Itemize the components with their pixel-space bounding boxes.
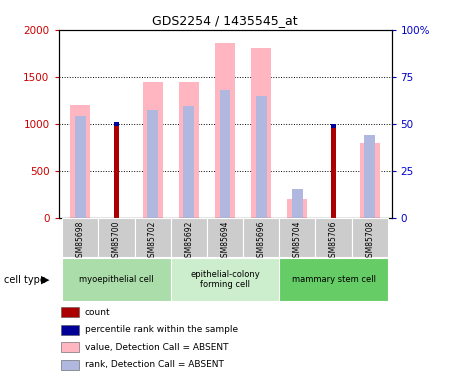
Bar xyxy=(70,105,90,218)
Bar xyxy=(183,106,194,218)
Bar xyxy=(143,82,162,218)
Bar xyxy=(114,122,119,126)
Text: GSM85706: GSM85706 xyxy=(329,220,338,262)
Bar xyxy=(288,199,307,217)
Text: value, Detection Call = ABSENT: value, Detection Call = ABSENT xyxy=(85,343,228,352)
Bar xyxy=(179,82,199,218)
Text: cell type: cell type xyxy=(4,275,46,285)
Bar xyxy=(114,123,119,218)
Bar xyxy=(171,217,207,257)
Text: ▶: ▶ xyxy=(41,275,49,285)
Bar xyxy=(251,48,271,217)
Bar xyxy=(279,217,315,257)
Text: GSM85704: GSM85704 xyxy=(293,220,302,262)
Bar xyxy=(135,217,171,257)
Text: count: count xyxy=(85,308,110,317)
Text: GSM85692: GSM85692 xyxy=(184,220,194,262)
Bar xyxy=(360,144,380,218)
Bar xyxy=(292,189,303,217)
Bar xyxy=(147,110,158,218)
Title: GDS2254 / 1435545_at: GDS2254 / 1435545_at xyxy=(152,15,298,27)
Bar xyxy=(256,96,267,218)
Text: GSM85702: GSM85702 xyxy=(148,220,157,262)
Text: rank, Detection Call = ABSENT: rank, Detection Call = ABSENT xyxy=(85,360,224,369)
Bar xyxy=(352,217,388,257)
Bar xyxy=(331,128,336,218)
Text: epithelial-colony
forming cell: epithelial-colony forming cell xyxy=(190,270,260,289)
Bar xyxy=(215,43,235,218)
Bar xyxy=(62,258,171,301)
Bar xyxy=(331,124,336,128)
Text: GSM85700: GSM85700 xyxy=(112,220,121,262)
Bar xyxy=(61,360,79,370)
Text: GSM85698: GSM85698 xyxy=(76,220,85,262)
Bar xyxy=(243,217,279,257)
Bar xyxy=(75,116,86,218)
Bar xyxy=(315,217,352,257)
Bar xyxy=(61,308,79,317)
Bar xyxy=(364,135,375,218)
Bar xyxy=(171,258,279,301)
Text: GSM85708: GSM85708 xyxy=(365,220,374,262)
Text: GSM85694: GSM85694 xyxy=(220,220,230,262)
Bar xyxy=(207,217,243,257)
Bar xyxy=(279,258,388,301)
Bar xyxy=(62,217,98,257)
Bar xyxy=(220,90,230,218)
Text: mammary stem cell: mammary stem cell xyxy=(292,275,376,284)
Bar xyxy=(61,325,79,335)
Text: myoepithelial cell: myoepithelial cell xyxy=(79,275,154,284)
Text: percentile rank within the sample: percentile rank within the sample xyxy=(85,325,238,334)
Bar xyxy=(98,217,135,257)
Text: GSM85696: GSM85696 xyxy=(256,220,266,262)
Bar xyxy=(61,342,79,352)
